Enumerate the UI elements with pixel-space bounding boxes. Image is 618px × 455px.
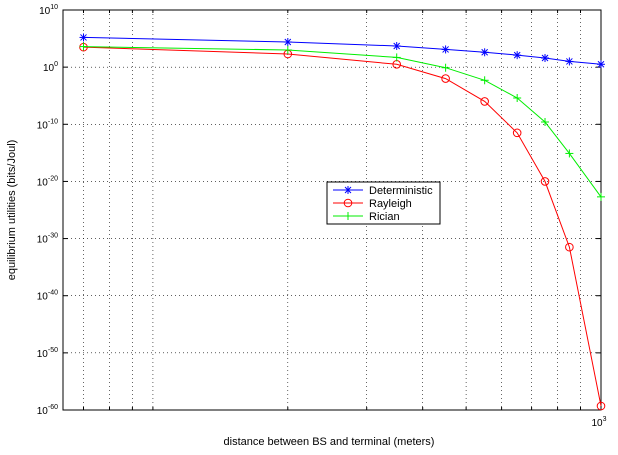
rayleigh-marker xyxy=(343,198,353,208)
rician-series-line xyxy=(83,46,602,198)
deterministic-marker xyxy=(541,54,550,62)
rician-marker xyxy=(79,42,88,51)
rayleigh-series-line xyxy=(83,46,602,407)
deterministic-marker xyxy=(480,48,489,57)
rayleigh-marker xyxy=(540,177,550,186)
rayleigh-marker xyxy=(512,128,522,138)
rician-marker xyxy=(480,76,489,85)
rician-marker xyxy=(344,212,352,220)
y-tick-label: 1010 xyxy=(39,4,58,17)
y-tick-label: 10-10 xyxy=(37,118,58,131)
rician-marker xyxy=(597,192,605,201)
rayleigh-marker xyxy=(596,401,606,411)
deterministic-marker xyxy=(392,42,401,50)
y-tick-label: 10-50 xyxy=(37,347,58,360)
deterministic-marker xyxy=(79,33,88,42)
x-tick-label: 103 xyxy=(591,416,606,429)
rayleigh-marker xyxy=(565,242,574,252)
deterministic-marker xyxy=(597,60,605,69)
rayleigh-marker xyxy=(480,97,489,106)
deterministic-marker xyxy=(283,38,292,46)
deterministic-marker xyxy=(344,186,352,194)
legend-rayleigh-label: Rayleigh xyxy=(369,198,412,210)
y-axis-label: equilibrium utilities (bits/Joul) xyxy=(6,140,18,281)
deterministic-marker xyxy=(441,45,450,54)
rician-marker xyxy=(441,63,450,72)
rician-marker xyxy=(392,53,401,62)
x-axis-label: distance between BS and terminal (meters… xyxy=(224,436,435,448)
rician-marker xyxy=(565,149,574,158)
axis-ticks: 1010 100 10-10 10-20 10-30 10-40 10-50 10-60 103 xyxy=(37,4,607,429)
rician-marker xyxy=(513,94,522,102)
y-tick-label: 10-20 xyxy=(37,175,58,188)
legend-deterministic-label: Deterministic xyxy=(369,185,433,197)
data-series xyxy=(79,33,606,411)
rician-marker xyxy=(541,118,550,126)
deterministic-series-line xyxy=(83,36,602,65)
rician-marker xyxy=(283,46,292,54)
deterministic-marker xyxy=(513,51,522,60)
rayleigh-marker xyxy=(441,74,450,83)
y-tick-label: 10-40 xyxy=(37,290,58,303)
y-tick-label: 10-30 xyxy=(37,233,58,246)
y-tick-label: 10-60 xyxy=(37,404,58,417)
legend-rician-label: Rician xyxy=(369,211,400,223)
deterministic-marker xyxy=(565,57,574,66)
y-tick-label: 100 xyxy=(43,61,58,74)
plot-frame xyxy=(62,9,602,411)
